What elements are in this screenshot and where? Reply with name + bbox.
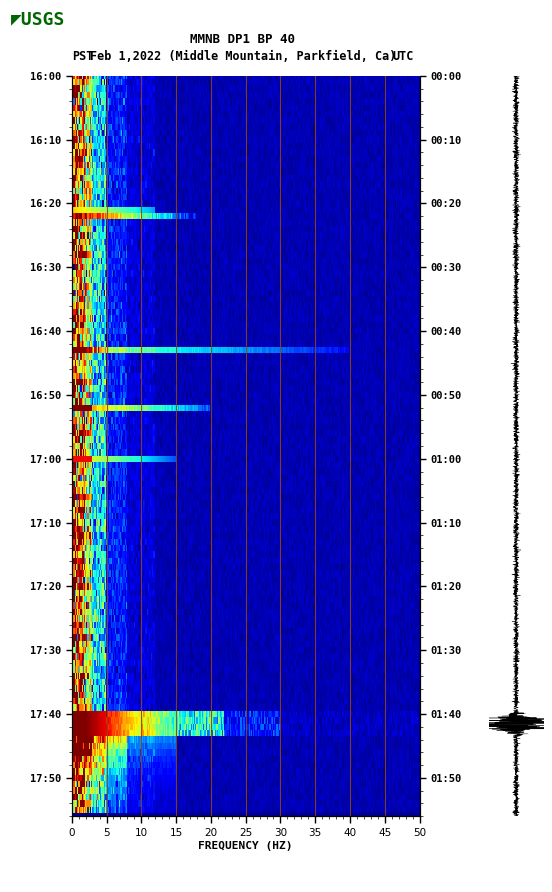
Text: PST: PST [72,50,93,62]
Text: MMNB DP1 BP 40: MMNB DP1 BP 40 [190,33,295,45]
Text: Feb 1,2022 (Middle Mountain, Parkfield, Ca): Feb 1,2022 (Middle Mountain, Parkfield, … [89,50,396,62]
X-axis label: FREQUENCY (HZ): FREQUENCY (HZ) [198,841,293,851]
Text: UTC: UTC [392,50,414,62]
Text: ◤USGS: ◤USGS [11,11,66,29]
